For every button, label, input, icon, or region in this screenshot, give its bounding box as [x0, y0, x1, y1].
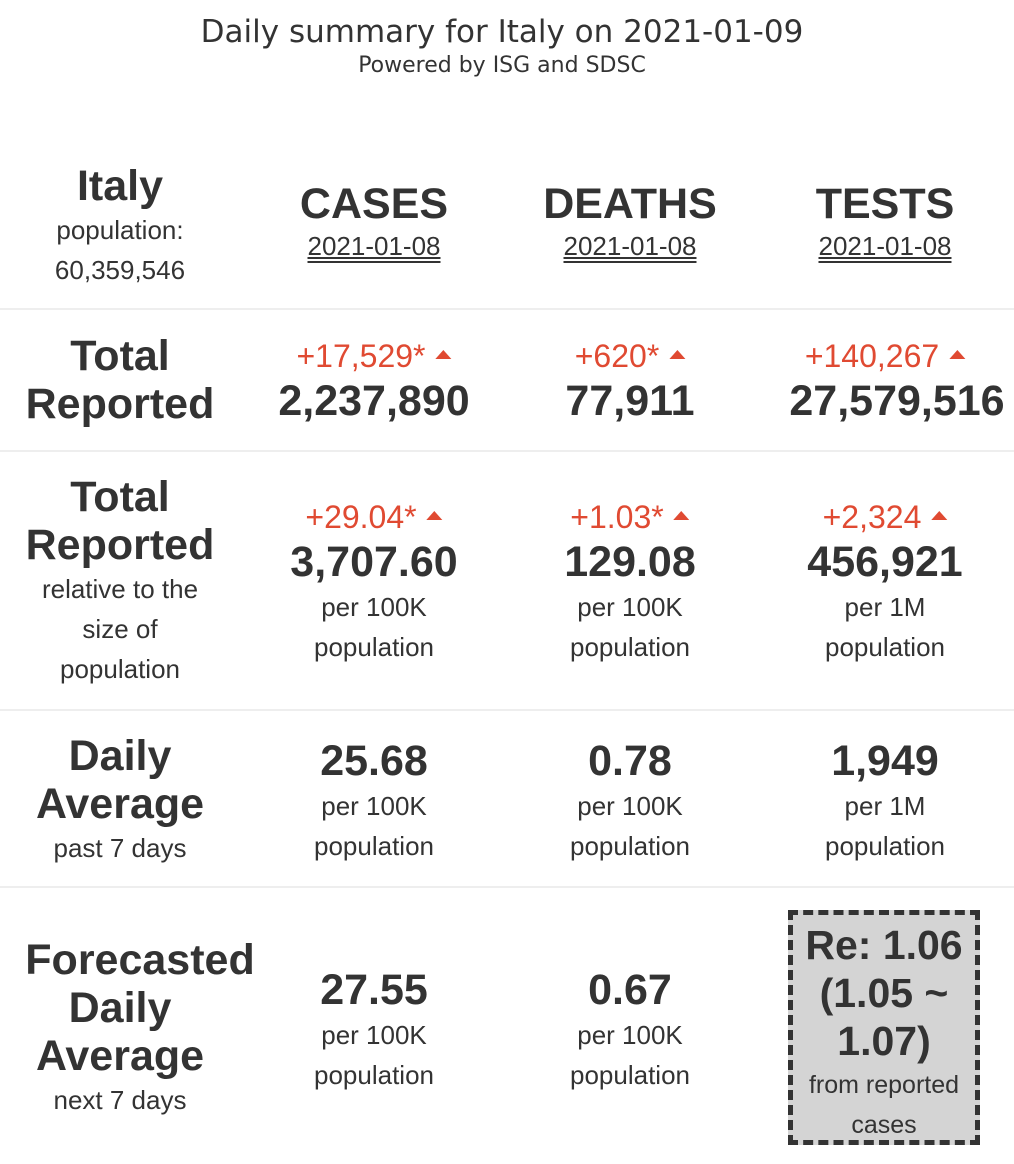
re-value: Re: 1.06 — [805, 922, 963, 968]
unit-line: per 100K — [321, 791, 427, 821]
column-header-cases: CASES 2021-01-08 — [300, 180, 448, 264]
row-label-line: Daily — [68, 732, 172, 780]
unit-line: population — [313, 632, 434, 662]
total-value: 77,911 — [565, 377, 695, 425]
tests-relative-cell: +2,324 456,921 per 1M population — [807, 497, 962, 667]
unit-line: population — [314, 831, 434, 861]
tests-total-cell: +140,267 27,579,516 — [765, 336, 1004, 426]
triangle-up-icon — [931, 511, 948, 521]
page-subtitle: Powered by ISG and SDSC — [358, 53, 646, 78]
unit-line: population — [570, 632, 690, 662]
row-label-line: Daily — [68, 984, 172, 1032]
tests-daily-average-cell: 1,949 per 1M population — [825, 736, 945, 866]
triangle-up-icon — [435, 350, 452, 360]
row-label-line: Reported — [25, 521, 215, 569]
unit-line: per 100K — [577, 1020, 683, 1050]
total-value: 2,237,890 — [278, 377, 470, 425]
cases-daily-average-cell: 25.68 per 100K population — [314, 736, 434, 866]
population-value: 60,359,546 — [54, 255, 186, 285]
triangle-up-icon — [949, 350, 966, 360]
row-divider — [0, 886, 1014, 888]
row-label-daily-average: Daily Average past 7 days — [36, 732, 204, 868]
row-sublabel-line: past 7 days — [53, 833, 187, 863]
row-sublabel-line: relative to the — [41, 574, 199, 604]
column-header-deaths: DEATHS 2021-01-08 — [543, 180, 717, 264]
row-label-line: Average — [35, 1032, 205, 1080]
row-label-line: Average — [35, 780, 205, 828]
triangle-up-icon — [673, 511, 690, 521]
triangle-up-icon — [669, 350, 686, 360]
row-sublabel-line: size of — [82, 614, 158, 644]
unit-line: per 1M — [844, 791, 926, 821]
forecast-value: 0.67 — [588, 966, 672, 1014]
total-value: 27,579,516 — [789, 377, 1005, 425]
cases-relative-cell: +29.04* 3,707.60 per 100K population — [290, 497, 457, 667]
country-name: Italy — [76, 162, 164, 210]
delta-value: +2,324 — [807, 497, 962, 537]
date-link[interactable]: 2021-01-08 — [818, 231, 952, 261]
cases-total-cell: +17,529* 2,237,890 — [278, 336, 469, 426]
row-divider — [0, 709, 1014, 711]
row-label-total-reported: Total Reported — [26, 332, 215, 428]
re-interval-start: (1.05 ~ — [819, 970, 949, 1016]
column-header-tests: TESTS 2021-01-08 — [816, 180, 955, 264]
unit-line: per 1M — [844, 592, 926, 622]
column-title: CASES — [299, 180, 449, 228]
row-label-line: Total — [70, 332, 170, 380]
deaths-daily-average-cell: 0.78 per 100K population — [570, 736, 690, 866]
unit-line: per 100K — [577, 592, 683, 622]
row-sublabel-line: population — [59, 654, 180, 684]
deaths-total-cell: +620* 77,911 — [565, 336, 694, 426]
delta-value: +1.03* — [564, 497, 696, 537]
row-label-line: Total — [70, 473, 170, 521]
page-header: Daily summary for Italy on 2021-01-09 Po… — [0, 12, 1004, 80]
re-source-line: from reported — [808, 1071, 960, 1099]
forecast-value: 27.55 — [320, 966, 428, 1014]
delta-value: +620* — [565, 336, 694, 376]
delta-value: +17,529* — [278, 336, 469, 376]
column-title: DEATHS — [543, 180, 717, 228]
row-label-forecast: Forecasted Daily Average next 7 days — [25, 936, 254, 1120]
row-divider — [0, 450, 1014, 452]
row-label-relative: Total Reported relative to the size of p… — [26, 473, 215, 689]
average-value: 1,949 — [831, 737, 939, 785]
deaths-forecast-cell: 0.67 per 100K population — [570, 965, 690, 1095]
average-value: 25.68 — [320, 737, 428, 785]
relative-value: 129.08 — [564, 538, 696, 586]
unit-line: population — [825, 632, 945, 662]
relative-value: 3,707.60 — [290, 538, 458, 586]
row-label-line: Reported — [25, 380, 215, 428]
unit-line: per 100K — [577, 791, 683, 821]
delta-value: +29.04* — [290, 497, 457, 537]
triangle-up-icon — [426, 511, 443, 521]
column-title: TESTS — [815, 180, 955, 228]
unit-line: per 100K — [321, 1020, 427, 1050]
date-link[interactable]: 2021-01-08 — [563, 231, 697, 261]
population-label: population: — [56, 215, 184, 245]
re-interval-end: 1.07) — [837, 1018, 931, 1064]
delta-value: +140,267 — [765, 336, 1004, 376]
row-label-line: Forecasted — [25, 936, 255, 984]
deaths-relative-cell: +1.03* 129.08 per 100K population — [564, 497, 696, 667]
relative-value: 456,921 — [807, 538, 963, 586]
unit-line: population — [825, 831, 945, 861]
row-divider — [0, 308, 1014, 310]
row-sublabel-line: next 7 days — [53, 1085, 187, 1115]
reproduction-number-box: Re: 1.06 (1.05 ~ 1.07) from reported cas… — [788, 910, 980, 1145]
cases-forecast-cell: 27.55 per 100K population — [314, 965, 434, 1095]
unit-line: population — [570, 831, 690, 861]
page-title: Daily summary for Italy on 2021-01-09 — [200, 14, 804, 50]
unit-line: population — [570, 1060, 690, 1090]
re-source-line: cases — [851, 1111, 917, 1139]
unit-line: per 100K — [321, 592, 427, 622]
unit-line: population — [314, 1060, 434, 1090]
average-value: 0.78 — [588, 737, 672, 785]
country-block: Italy population: 60,359,546 — [55, 162, 185, 290]
date-link[interactable]: 2021-01-08 — [307, 231, 441, 261]
